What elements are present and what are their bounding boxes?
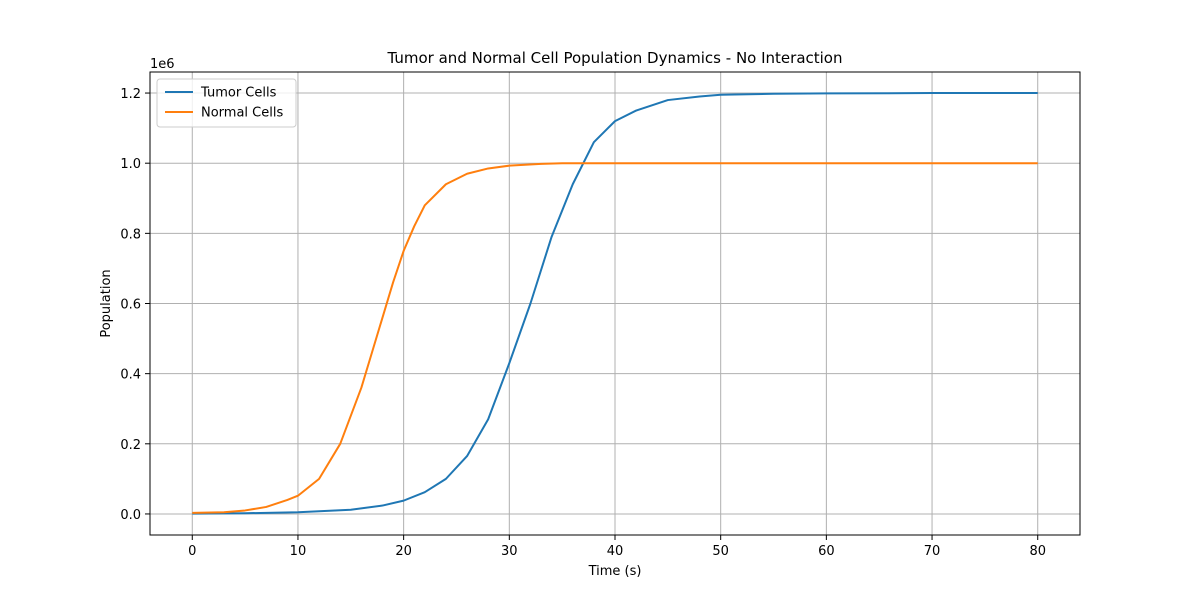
y-tick-label: 0.2 (120, 438, 141, 453)
y-tick-label: 1.2 (120, 87, 141, 102)
series-line-tumor-cells (192, 92, 1038, 515)
y-tick-label: 0.0 (120, 508, 141, 523)
series-layer (192, 92, 1038, 515)
x-tick-label: 30 (501, 544, 518, 559)
legend-entry-label: Normal Cells (201, 106, 283, 121)
legend-entry-label: Tumor Cells (200, 86, 277, 101)
legend: Tumor Cells Normal Cells (156, 78, 297, 128)
x-axis-ticks: 0 10 20 30 40 50 60 70 80 (188, 535, 1046, 559)
y-axis-offset-label: 1e6 (150, 57, 175, 72)
y-axis-ticks: 0.0 0.2 0.4 0.6 0.8 1.0 1.2 (120, 87, 150, 523)
y-axis-label: Population (99, 269, 114, 337)
chart-title: Tumor and Normal Cell Population Dynamic… (387, 49, 843, 67)
x-tick-label: 10 (290, 544, 307, 559)
x-tick-label: 50 (712, 544, 729, 559)
y-tick-label: 0.8 (120, 227, 141, 242)
y-tick-label: 0.6 (120, 298, 141, 313)
x-tick-label: 40 (607, 544, 624, 559)
x-tick-label: 60 (818, 544, 835, 559)
series-line-normal-cells (192, 162, 1038, 514)
x-tick-label: 80 (1029, 544, 1046, 559)
y-tick-label: 0.4 (120, 368, 141, 383)
x-tick-label: 20 (395, 544, 412, 559)
y-tick-label: 1.0 (120, 157, 141, 172)
x-axis-label: Time (s) (588, 564, 642, 579)
x-tick-label: 0 (188, 544, 196, 559)
x-tick-label: 70 (924, 544, 941, 559)
